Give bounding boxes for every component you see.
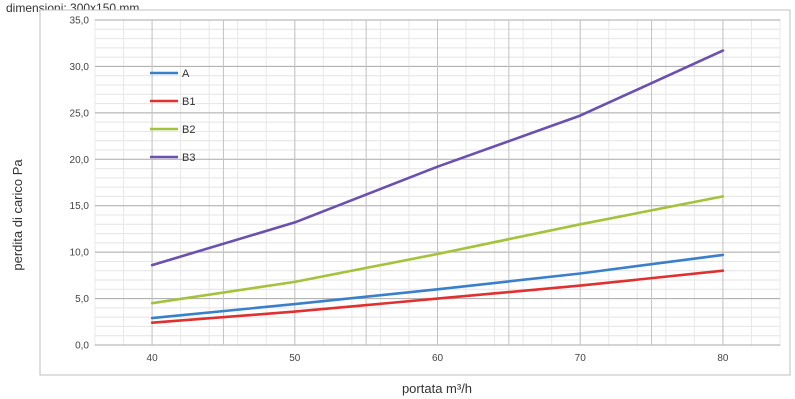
- y-tick-label: 10,0: [70, 248, 90, 259]
- legend-label-b3: B3: [182, 152, 195, 164]
- y-tick-label: 25,0: [70, 108, 90, 119]
- x-axis-ticks: 40 50 60 70 80: [147, 353, 729, 364]
- y-tick-label: 20,0: [70, 155, 90, 166]
- y-tick-label: 35,0: [70, 16, 90, 27]
- x-tick-label: 40: [147, 353, 159, 364]
- legend-label-b2: B2: [182, 124, 195, 136]
- y-tick-label: 5,0: [75, 294, 89, 305]
- x-tick-label: 60: [432, 353, 444, 364]
- y-tick-label: 0,0: [75, 341, 89, 352]
- y-tick-label: 15,0: [70, 201, 90, 212]
- x-axis-title: portata m³/h: [402, 381, 472, 396]
- x-tick-label: 80: [717, 353, 729, 364]
- series-lines: [150, 49, 725, 325]
- y-axis-ticks: 0,0 5,0 10,0 15,0 20,0 25,0 30,0 35,0: [70, 16, 90, 352]
- series-line-b2: [150, 195, 725, 305]
- x-tick-label: 70: [575, 353, 587, 364]
- series-line-b1: [150, 269, 725, 325]
- legend-label-a: A: [182, 68, 190, 80]
- y-axis-title: perdita di carico Pa: [10, 159, 25, 271]
- x-tick-label: 50: [289, 353, 301, 364]
- series-line-a: [150, 253, 725, 320]
- legend-label-b1: B1: [182, 96, 195, 108]
- series-line-b3: [150, 49, 725, 267]
- y-tick-label: 30,0: [70, 62, 90, 73]
- legend: A B1 B2 B3: [150, 68, 195, 164]
